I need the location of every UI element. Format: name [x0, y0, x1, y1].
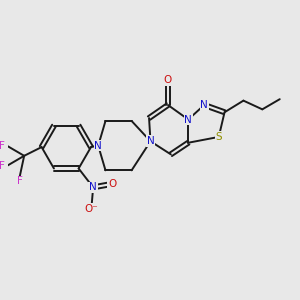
- Text: F: F: [17, 176, 23, 186]
- Text: N: N: [184, 115, 192, 124]
- Text: N: N: [89, 182, 97, 192]
- Text: S: S: [215, 132, 222, 142]
- Text: N: N: [147, 136, 154, 146]
- Text: N: N: [200, 100, 208, 110]
- Text: O: O: [108, 179, 116, 189]
- Text: N: N: [94, 141, 102, 151]
- Text: F: F: [0, 141, 5, 151]
- Text: O⁻: O⁻: [85, 204, 99, 214]
- Text: O: O: [164, 75, 172, 85]
- Text: F: F: [0, 161, 5, 171]
